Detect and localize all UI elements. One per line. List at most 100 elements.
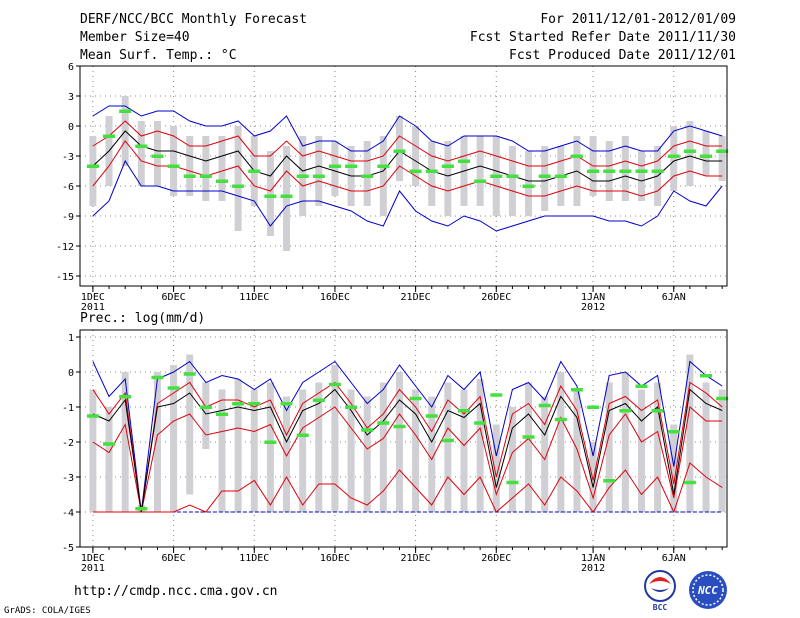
temp-lower-inner-line xyxy=(92,140,723,197)
bcc-logo: BCC xyxy=(644,570,676,612)
prec-observed-day-24 xyxy=(458,409,471,413)
temp-xtick-label: 21DEC xyxy=(401,292,431,303)
prec-observed-day-5 xyxy=(151,375,164,380)
temp-box-day-40 xyxy=(718,136,726,181)
temp-box-day-16 xyxy=(331,141,339,196)
prec-box-day-29 xyxy=(541,396,549,512)
prec-box-day-15 xyxy=(315,382,323,512)
prec-observed-day-34 xyxy=(619,409,632,413)
temp-observed-day-21 xyxy=(409,169,422,173)
bcc-logo-text: BCC xyxy=(653,603,668,612)
temp-box-day-18 xyxy=(363,141,371,206)
prec-box-day-36 xyxy=(654,382,662,512)
prec-observed-day-38 xyxy=(683,480,696,485)
temp-xtick-sublabel: 2012 xyxy=(581,302,605,313)
temp-box-day-8 xyxy=(202,136,210,201)
temp-observed-day-34 xyxy=(619,169,632,173)
prec-observed-day-15 xyxy=(312,398,325,402)
prec-observed-day-35 xyxy=(635,384,648,388)
source-url[interactable]: http://cmdp.ncc.cma.gov.cn xyxy=(74,584,278,599)
prec-observed-day-33 xyxy=(603,479,616,483)
temp-ytick-label: 3 xyxy=(68,92,74,103)
prec-observed-day-13 xyxy=(280,402,293,406)
temp-box-day-12 xyxy=(266,151,274,236)
temp-ytick-label: 0 xyxy=(68,122,74,133)
prec-box-day-35 xyxy=(637,389,645,512)
prec-observed-day-17 xyxy=(345,405,358,409)
temp-box-day-39 xyxy=(702,131,710,176)
prec-observed-day-30 xyxy=(554,417,567,422)
prec-box-day-2 xyxy=(105,407,113,512)
temp-box-day-25 xyxy=(476,136,484,206)
temp-observed-day-29 xyxy=(538,174,551,178)
prec-box-day-3 xyxy=(121,372,129,512)
temp-box-day-22 xyxy=(428,141,436,206)
prec-xtick-label: 6DEC xyxy=(162,553,186,564)
temp-xtick-label: 6DEC xyxy=(162,292,186,303)
temp-box-day-4 xyxy=(137,121,145,186)
temp-observed-day-4 xyxy=(135,144,148,148)
prec-ytick-label: -1 xyxy=(62,403,74,414)
prec-observed-day-9 xyxy=(215,412,228,416)
ncc-logo: NCC xyxy=(689,571,727,609)
temp-observed-day-19 xyxy=(377,164,390,168)
temp-xtick-label: 26DEC xyxy=(481,292,511,303)
prec-observed-day-23 xyxy=(441,438,454,443)
variable-label: Mean Surf. Temp.: °C xyxy=(80,48,237,63)
prec-panel-title: Prec.: log(mm/d) xyxy=(80,311,205,326)
prec-box-day-40 xyxy=(718,389,726,512)
temp-observed-day-20 xyxy=(393,149,406,153)
prec-observed-day-2 xyxy=(103,442,116,446)
prec-box-day-27 xyxy=(508,407,516,512)
prec-observed-day-22 xyxy=(425,414,438,418)
temp-observed-day-31 xyxy=(570,154,583,158)
prec-box-day-14 xyxy=(299,389,307,512)
temp-box-day-6 xyxy=(170,126,178,196)
temp-observed-day-25 xyxy=(474,179,487,183)
prec-box-day-11 xyxy=(250,389,258,512)
temp-observed-day-12 xyxy=(264,194,277,198)
temp-box-day-10 xyxy=(234,126,242,231)
temp-box-day-27 xyxy=(508,146,516,216)
temp-xtick-label: 1DEC xyxy=(81,292,105,303)
prec-ytick-label: 1 xyxy=(68,333,74,344)
prec-observed-day-18 xyxy=(361,428,374,432)
prec-observed-day-6 xyxy=(167,386,180,390)
temp-ytick-label: -15 xyxy=(56,272,74,283)
prec-box-day-9 xyxy=(218,389,226,512)
prec-xtick-label: 16DEC xyxy=(320,553,350,564)
temp-observed-day-16 xyxy=(328,164,341,168)
prec-xtick-sublabel: 2011 xyxy=(81,563,105,574)
temp-observed-day-39 xyxy=(700,154,713,158)
prec-box-day-21 xyxy=(412,389,420,512)
prec-observed-day-32 xyxy=(587,405,600,409)
prec-lower-outer-line xyxy=(92,462,723,514)
prec-xtick-label: 11DEC xyxy=(239,553,269,564)
prec-observed-day-39 xyxy=(700,374,713,378)
temp-observed-day-32 xyxy=(587,169,600,173)
temp-box-day-13 xyxy=(283,146,291,251)
prec-observed-day-4 xyxy=(135,507,148,511)
temp-ytick-label: -9 xyxy=(62,212,74,223)
temp-box-day-28 xyxy=(525,151,533,216)
prec-box-day-13 xyxy=(283,396,291,512)
temp-observed-day-28 xyxy=(522,184,535,188)
temp-box-day-37 xyxy=(670,126,678,191)
institution-logos: BCC NCC xyxy=(644,570,727,612)
prec-observed-day-31 xyxy=(570,388,583,392)
prec-box-day-19 xyxy=(379,382,387,512)
prec-observed-day-29 xyxy=(538,403,551,408)
prec-observed-day-3 xyxy=(119,395,132,399)
prec-observed-day-40 xyxy=(716,396,729,401)
temp-observed-day-40 xyxy=(716,149,729,153)
temp-observed-day-13 xyxy=(280,194,293,198)
temp-observed-day-10 xyxy=(232,184,245,188)
temp-observed-day-26 xyxy=(490,174,503,178)
temp-observed-day-30 xyxy=(554,174,567,178)
temp-observed-day-33 xyxy=(603,169,616,173)
temp-observed-day-9 xyxy=(215,179,228,183)
prec-observed-day-1 xyxy=(86,414,99,418)
forecast-period-label: For 2011/12/01-2012/01/09 xyxy=(540,12,736,27)
prec-box-day-6 xyxy=(170,365,178,512)
